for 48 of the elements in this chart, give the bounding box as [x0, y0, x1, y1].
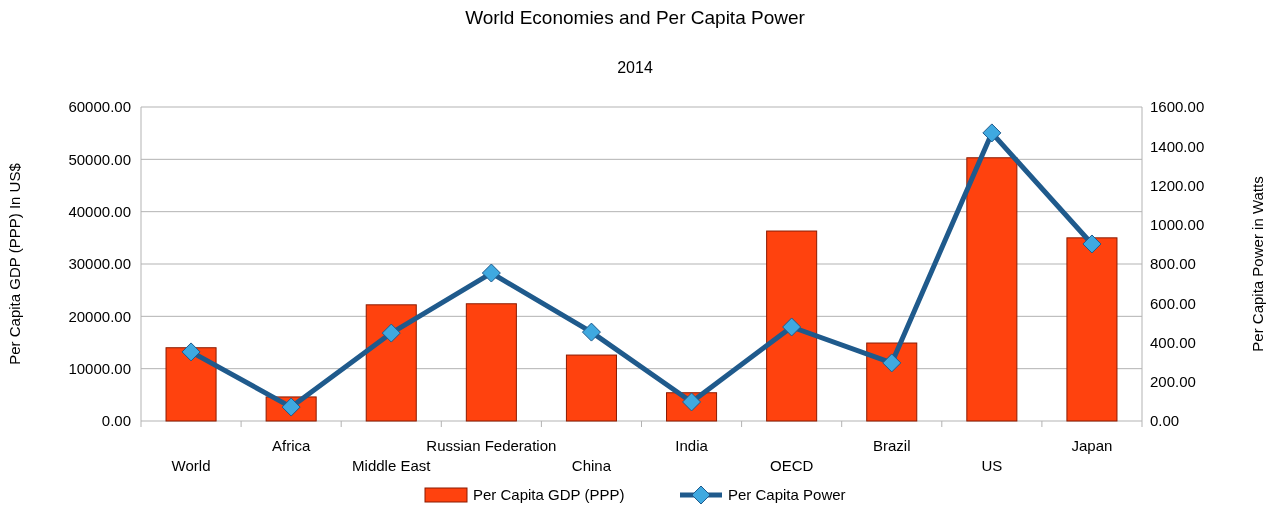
y2-tick-label: 1200.00 — [1150, 176, 1205, 194]
point — [181, 342, 201, 362]
y2-tick-label: 1600.00 — [1150, 98, 1205, 116]
x-tick-label: US — [981, 457, 1003, 474]
bar — [966, 157, 1018, 422]
bar — [766, 230, 818, 422]
point — [1082, 234, 1102, 254]
y-axis-title: Per Capita GDP (PPP) In US$ — [6, 162, 23, 365]
y2-tick-label: 600.00 — [1150, 294, 1196, 312]
point — [782, 317, 802, 337]
y-tick-label: 60000.00 — [68, 98, 131, 116]
x-tick-label: Brazil — [872, 437, 911, 454]
x-tick-label: Russian Federation — [426, 437, 557, 454]
y2-tick-label: 200.00 — [1150, 373, 1196, 390]
y-tick-label: 20000.00 — [68, 307, 131, 325]
x-tick-label: World — [171, 457, 211, 474]
point — [381, 323, 401, 343]
point — [882, 353, 902, 373]
chart-subtitle: 2014 — [617, 59, 653, 76]
y-tick-label: 50000.00 — [68, 150, 131, 168]
point — [982, 123, 1002, 143]
y-tick-label: 30000.00 — [68, 255, 131, 273]
legend-label: Per Capita GDP (PPP) — [473, 486, 625, 504]
x-tick-label: Middle East — [352, 457, 432, 474]
bar — [565, 354, 617, 422]
bar — [866, 342, 918, 422]
point — [481, 263, 501, 283]
legend-label: Per Capita Power — [728, 486, 846, 504]
x-tick-label: India — [675, 437, 709, 454]
point — [581, 322, 601, 342]
bar — [1066, 237, 1118, 422]
y2-tick-label: 1000.00 — [1150, 216, 1205, 233]
y-tick-label: 40000.00 — [68, 202, 131, 220]
x-tick-label: China — [571, 457, 612, 474]
y-tick-label: 10000.00 — [68, 359, 131, 377]
x-tick-label: Africa — [271, 437, 311, 454]
y2-tick-label: 400.00 — [1150, 333, 1196, 351]
chart-title: World Economies and Per Capita Power — [465, 7, 806, 28]
bar — [465, 303, 517, 422]
y2-tick-label: 1400.00 — [1150, 137, 1205, 155]
y-tick-label: 0.00 — [101, 412, 131, 430]
bar — [165, 347, 217, 422]
y2-tick-label: 800.00 — [1150, 255, 1196, 273]
bar — [365, 304, 417, 422]
y2-tick-label: 0.00 — [1150, 412, 1180, 430]
x-tick-label: Japan — [1071, 437, 1113, 454]
y2-axis-title: Per Capita Power in Watts — [1248, 176, 1266, 352]
x-tick-label: OECD — [769, 457, 814, 474]
